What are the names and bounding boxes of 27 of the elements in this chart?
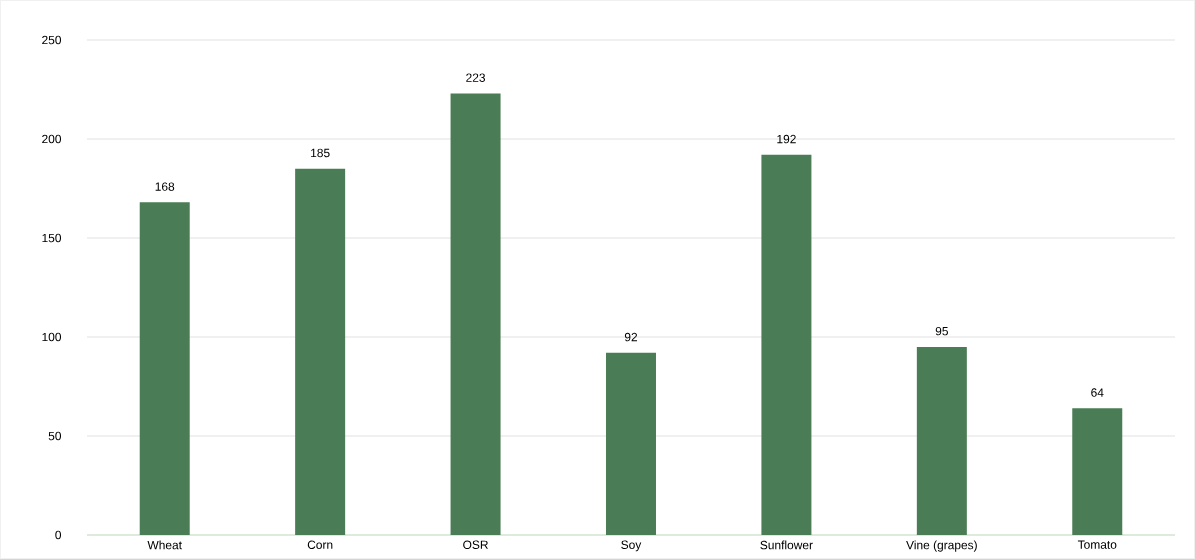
data-label: 223 (466, 73, 486, 82)
x-tick-label: Corn (307, 540, 333, 549)
y-tick-label: 200 (42, 134, 62, 144)
y-tick-label: 0 (55, 530, 62, 540)
data-label: 92 (624, 332, 638, 342)
data-label: 64 (1091, 388, 1104, 397)
bar (295, 168, 346, 535)
bar (1072, 408, 1123, 535)
x-tick-label: Wheat (147, 540, 182, 550)
x-tick-label: Soy (621, 540, 642, 552)
bar (605, 352, 656, 535)
y-tick-label: 100 (42, 332, 62, 342)
x-tick-label: OSR (463, 540, 488, 549)
y-tick-label: 250 (42, 35, 62, 45)
bar (139, 202, 190, 535)
data-label: 168 (155, 182, 175, 191)
x-tick-label: Vine (grapes) (906, 540, 977, 552)
bar (450, 93, 501, 535)
y-tick-label: 150 (42, 233, 62, 243)
data-label: 95 (935, 326, 948, 336)
x-tick-label: Sunflower (760, 540, 813, 550)
data-label: 192 (777, 134, 796, 144)
y-tick-label: 50 (48, 431, 62, 441)
bar (916, 346, 967, 535)
x-tick-label: Tomato (1077, 540, 1117, 549)
data-label: 185 (311, 148, 330, 158)
bar (761, 154, 812, 535)
